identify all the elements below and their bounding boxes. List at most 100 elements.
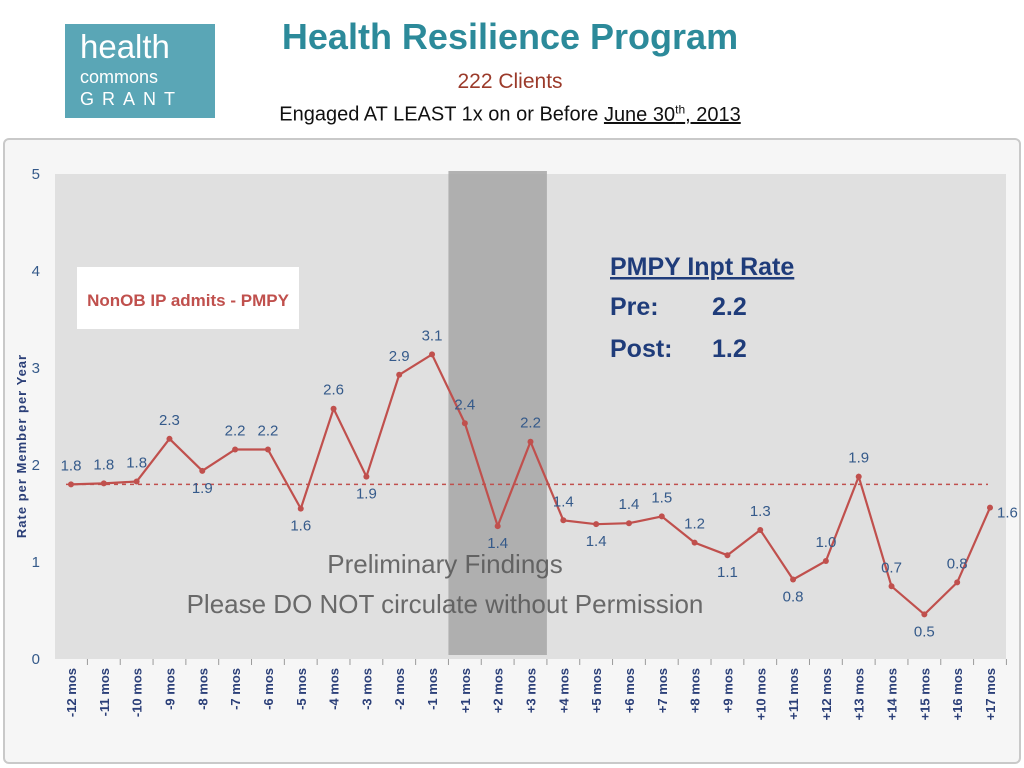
data-point: [724, 552, 731, 559]
y-tick-label: 5: [32, 166, 40, 183]
post-value: 1.2: [712, 335, 747, 363]
x-tick-label: +8 mos: [688, 668, 703, 713]
x-tick-label: +17 mos: [983, 668, 998, 720]
data-label: 2.2: [520, 415, 541, 432]
x-tick-label: +1 mos: [458, 668, 473, 713]
data-point: [396, 371, 403, 378]
y-axis-ticks: 0 1 2 3 4 5: [32, 166, 40, 668]
data-point: [133, 478, 140, 485]
x-tick-label: +9 mos: [720, 668, 735, 713]
data-label: 1.8: [93, 456, 114, 473]
x-tick-label: +13 mos: [852, 668, 867, 720]
logo-line-3: GRANT: [80, 89, 183, 109]
data-label: 1.6: [997, 505, 1018, 522]
data-label: 0.7: [881, 559, 902, 576]
data-label: 1.9: [356, 486, 377, 503]
pre-value: 2.2: [712, 293, 747, 321]
data-point: [757, 526, 764, 533]
data-point: [264, 446, 271, 453]
data-point: [494, 523, 501, 530]
x-tick-label: +6 mos: [622, 668, 637, 713]
data-label: 1.0: [815, 534, 836, 551]
data-label: 2.9: [389, 348, 410, 365]
data-label: 1.4: [487, 535, 508, 552]
x-tick-label: -4 mos: [327, 668, 342, 710]
y-tick-label: 0: [32, 651, 40, 668]
logo-line-1: health: [80, 28, 170, 65]
data-label: 1.5: [651, 489, 672, 506]
x-tick-label: +3 mos: [524, 668, 539, 713]
x-tick-label: +12 mos: [819, 668, 834, 720]
data-label: 2.6: [323, 382, 344, 399]
data-label: 2.2: [257, 422, 278, 439]
data-label: 1.4: [586, 533, 607, 550]
data-points: [68, 351, 993, 618]
data-point: [330, 405, 337, 412]
page-subtitle: 222 Clients: [457, 70, 563, 93]
engaged-date-a: June 30: [603, 103, 676, 126]
x-tick-label: -8 mos: [195, 668, 210, 710]
data-label: 1.8: [126, 454, 147, 471]
data-label: 0.8: [947, 555, 968, 572]
x-tick-label: -10 mos: [130, 668, 145, 717]
data-point: [166, 435, 173, 442]
data-point: [560, 517, 567, 524]
watermark-line-1: Preliminary Findings: [327, 549, 563, 579]
x-tick-label: -7 mos: [228, 668, 243, 710]
x-tick-label: +10 mos: [753, 668, 768, 720]
data-point: [593, 521, 600, 528]
y-axis-label: Rate per Member per Year: [14, 354, 29, 538]
data-point: [232, 446, 239, 453]
engaged-date-b: , 2013: [685, 103, 741, 126]
data-label: 2.4: [454, 396, 475, 413]
y-tick-label: 2: [32, 457, 40, 474]
rate-title: PMPY Inpt Rate: [610, 253, 794, 281]
data-point: [527, 438, 534, 445]
engaged-date-sup: th: [675, 102, 686, 116]
health-commons-grant-logo: health commons GRANT: [65, 24, 215, 118]
data-label: 1.9: [192, 480, 213, 497]
engaged-date: June 30th, 2013: [603, 102, 741, 126]
data-label: 1.6: [290, 518, 311, 535]
post-label: Post:: [610, 335, 673, 363]
data-point: [888, 583, 895, 590]
x-tick-label: +14 mos: [885, 668, 900, 720]
x-tick-label: +7 mos: [655, 668, 670, 713]
x-tick-label: -2 mos: [392, 668, 407, 710]
data-point: [691, 539, 698, 546]
x-tick-label: -9 mos: [162, 668, 177, 710]
x-tick-label: +16 mos: [950, 668, 965, 720]
data-label: 1.1: [717, 564, 738, 581]
data-point: [363, 473, 370, 480]
data-label: 0.8: [783, 588, 804, 605]
data-label: 1.3: [750, 503, 771, 520]
data-labels: 1.8 1.8 1.8 2.3 1.9 2.2 2.2 1.6 2.6 1.9 2.9 3.1 2.4 1…: [61, 327, 1018, 640]
data-label: 1.8: [61, 457, 82, 474]
x-tick-label: -11 mos: [97, 668, 112, 716]
x-tick-label: -5 mos: [294, 668, 309, 710]
engaged-prefix: Engaged AT LEAST 1x on or Before: [279, 103, 604, 126]
data-point: [790, 576, 797, 583]
x-tick-label: +5 mos: [589, 668, 604, 713]
data-point: [625, 520, 632, 527]
watermark-line-2: Please DO NOT circulate without Permissi…: [187, 589, 704, 619]
engagement-criteria: Engaged AT LEAST 1x on or Before June 30…: [200, 102, 820, 127]
data-label: 1.4: [619, 496, 640, 513]
data-label: 3.1: [422, 327, 443, 344]
y-tick-label: 1: [32, 554, 40, 571]
legend-box: [77, 267, 299, 329]
y-tick-label: 3: [32, 360, 40, 377]
x-tick-label: -12 mos: [64, 668, 79, 717]
data-point: [100, 480, 107, 487]
data-point: [199, 467, 206, 474]
data-point: [297, 505, 304, 512]
x-tick-label: +4 mos: [556, 668, 571, 713]
x-tick-label: +15 mos: [917, 668, 932, 720]
data-label: 1.2: [684, 516, 705, 533]
data-point: [954, 579, 961, 586]
data-point: [461, 420, 468, 427]
legend-text: NonOB IP admits - PMPY: [87, 291, 289, 310]
x-tick-label: +11 mos: [786, 668, 801, 720]
logo-line-2: commons: [80, 67, 159, 87]
